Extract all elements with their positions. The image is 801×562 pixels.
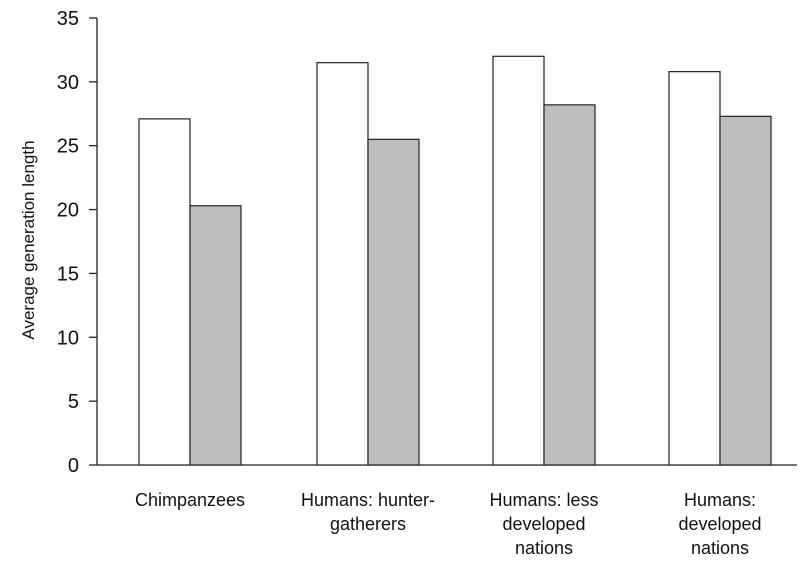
y-tick-label: 35 bbox=[57, 8, 79, 30]
category-label-line: developed bbox=[502, 514, 585, 534]
y-axis-title: Average generation length bbox=[19, 140, 38, 339]
y-tick-label: 0 bbox=[68, 455, 79, 477]
bar-series2-2 bbox=[367, 138, 420, 466]
bar-series2-4 bbox=[719, 115, 772, 466]
y-axis: 0 5 10 15 20 25 30 35 bbox=[57, 8, 98, 477]
category-label: Humans: developed nations bbox=[678, 490, 761, 558]
category-label: Humans: less developed nations bbox=[489, 490, 598, 558]
category-label: Humans: hunter-gatherers bbox=[301, 490, 435, 534]
category-label-line: Humans: less bbox=[489, 490, 598, 510]
category-label-line: Chimpanzees bbox=[135, 490, 245, 510]
bar-series1-1 bbox=[138, 118, 191, 466]
category-label-line: gatherers bbox=[330, 514, 406, 534]
category-label: Chimpanzees bbox=[135, 490, 245, 510]
category-label-line: nations bbox=[691, 538, 749, 558]
bar-series2-1 bbox=[189, 205, 242, 466]
y-tick-label: 10 bbox=[57, 327, 79, 349]
y-tick-label: 15 bbox=[57, 263, 79, 285]
category-label-line: nations bbox=[515, 538, 573, 558]
bar-series2-3 bbox=[543, 104, 596, 466]
category-label-line: Humans: hunter- bbox=[301, 490, 435, 510]
y-tick-label: 5 bbox=[68, 391, 79, 413]
y-tick-label: 20 bbox=[57, 200, 79, 222]
y-tick-label: 30 bbox=[57, 72, 79, 94]
category-label-line: developed bbox=[678, 514, 761, 534]
bar-series1-2 bbox=[316, 62, 369, 466]
y-tick-label: 25 bbox=[57, 136, 79, 158]
bar-series1-3 bbox=[492, 55, 545, 466]
category-label-line: Humans: bbox=[684, 490, 756, 510]
bar-series1-4 bbox=[668, 71, 721, 466]
category-labels: Chimpanzees Humans: hunter-gatherersHuman… bbox=[135, 490, 762, 558]
bars bbox=[138, 55, 772, 466]
